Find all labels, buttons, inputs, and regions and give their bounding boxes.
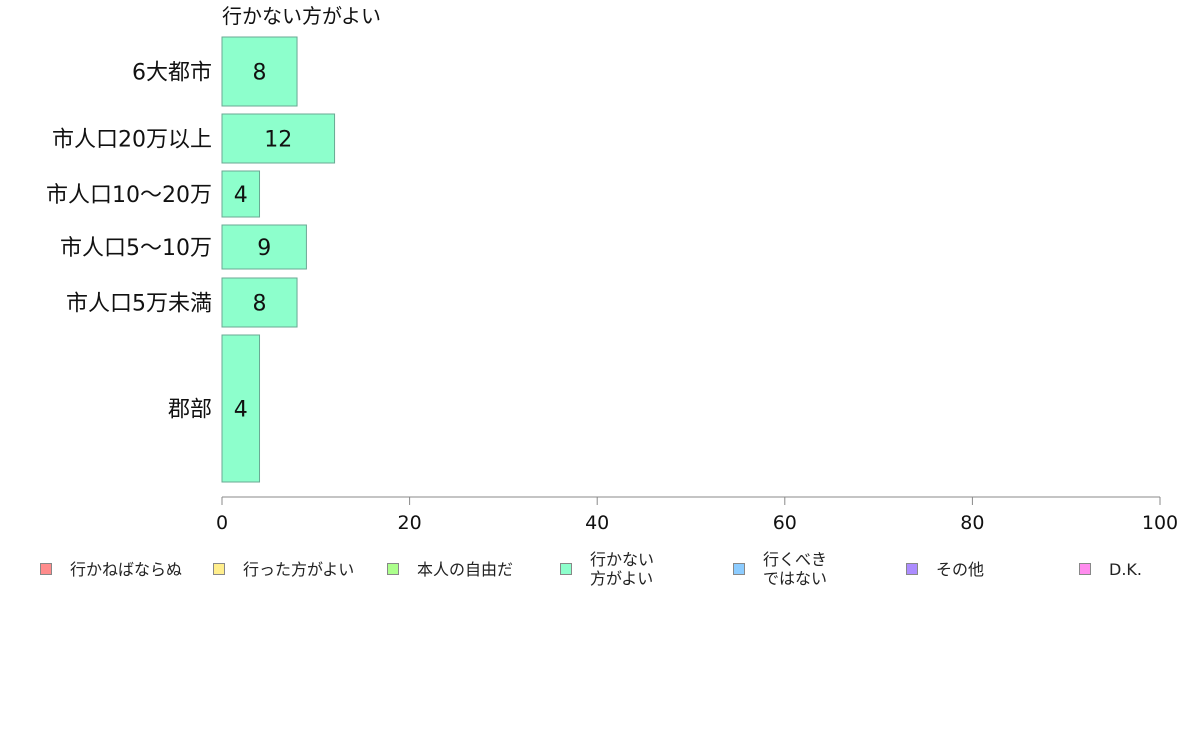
legend-item: 行くべき ではない	[733, 544, 827, 594]
legend-label: 行った方がよい	[243, 559, 355, 579]
legend-label: 行かない 方がよい	[590, 550, 655, 588]
legend-item: 本人の自由だ	[387, 544, 513, 594]
legend-swatch	[906, 563, 918, 575]
x-tick-label: 0	[216, 512, 228, 534]
legend-swatch	[733, 563, 745, 575]
bar-value-label: 8	[253, 61, 267, 86]
bar-4	[221, 277, 298, 328]
category-label: 市人口5万未満	[66, 292, 212, 317]
bar-1	[221, 113, 336, 164]
legend-label: その他	[936, 559, 985, 579]
bar-value-label: 4	[234, 183, 248, 208]
category-label: 市人口5〜10万	[60, 236, 212, 261]
bar-value-label: 12	[264, 128, 292, 153]
category-label: 市人口10〜20万	[46, 183, 212, 208]
bar-3	[221, 224, 307, 270]
legend-item: 行かねばならぬ	[40, 544, 182, 594]
legend: 行かねばならぬ 行った方がよい 本人の自由だ 行かない 方がよい 行くべき ではない その…	[0, 544, 1188, 594]
legend-label: 行くべき ではない	[763, 550, 828, 588]
bars-group: 8 6大都市 12 市人口20万以上 4 市人口10〜20万 9 市人口5〜10万 8 市人口5万…	[46, 36, 336, 483]
category-label: 市人口20万以上	[52, 128, 212, 153]
legend-item: 行かない 方がよい	[560, 544, 654, 594]
legend-item: D.K.	[1079, 544, 1142, 594]
x-tick-label: 80	[960, 512, 984, 534]
legend-label: D.K.	[1109, 559, 1142, 579]
bar-chart: 行かない方がよい 8 6大都市 12 市人口20万以上 4 市人口10〜20万 9 市人口5〜…	[46, 4, 1178, 534]
bar-value-label: 4	[234, 398, 248, 423]
legend-swatch	[40, 563, 52, 575]
legend-swatch	[213, 563, 225, 575]
chart-title: 行かない方がよい	[222, 4, 381, 28]
x-tick-label: 60	[773, 512, 797, 534]
legend-swatch	[1079, 563, 1091, 575]
legend-label: 行かねばならぬ	[70, 559, 183, 579]
bar-value-label: 9	[257, 236, 271, 261]
x-tick-label: 100	[1142, 512, 1178, 534]
legend-swatch	[560, 563, 572, 575]
category-label: 6大都市	[132, 61, 212, 86]
x-axis: 0 20 40 60 80 100	[216, 496, 1178, 534]
bar-5	[221, 334, 261, 483]
bar-2	[221, 170, 261, 218]
legend-swatch	[387, 563, 399, 575]
bar-value-label: 8	[253, 292, 267, 317]
legend-item: その他	[906, 544, 984, 594]
x-tick-label: 40	[585, 512, 609, 534]
legend-label: 本人の自由だ	[417, 559, 514, 579]
bar-0	[221, 36, 298, 107]
legend-item: 行った方がよい	[213, 544, 354, 594]
category-label: 郡部	[168, 398, 212, 423]
x-tick-label: 20	[398, 512, 422, 534]
